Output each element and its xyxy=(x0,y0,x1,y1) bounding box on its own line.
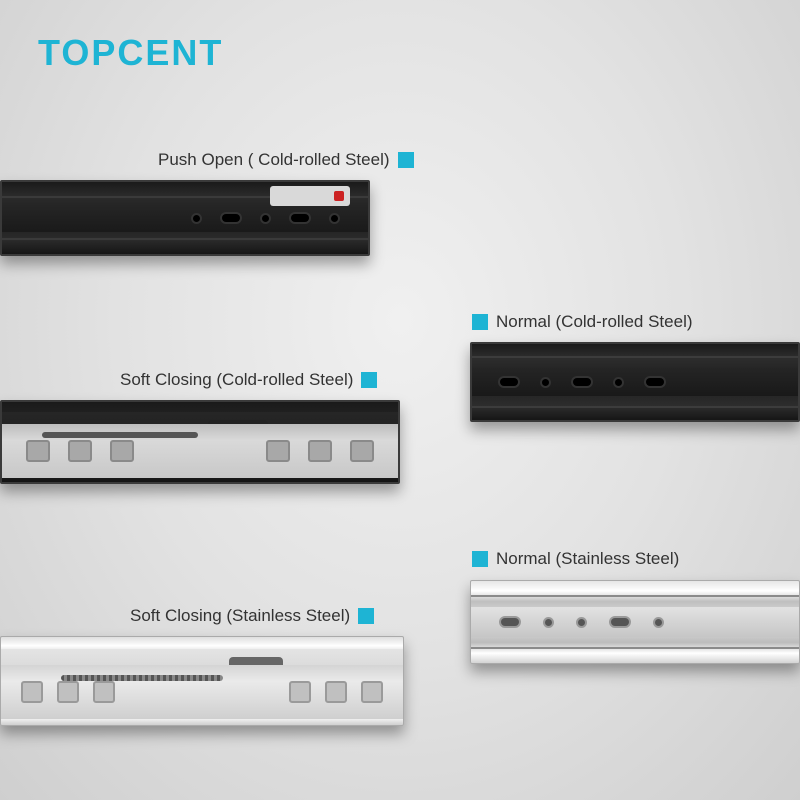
bullet-icon xyxy=(361,372,377,388)
product-normal-stainless xyxy=(470,580,800,664)
label-text: Soft Closing (Cold-rolled Steel) xyxy=(120,370,353,390)
label-text: Normal (Cold-rolled Steel) xyxy=(496,312,693,332)
bullet-icon xyxy=(398,152,414,168)
label-text: Normal (Stainless Steel) xyxy=(496,549,679,569)
label-normal-cold: Normal (Cold-rolled Steel) xyxy=(472,312,693,332)
bullet-icon xyxy=(472,314,488,330)
product-soft-stainless xyxy=(0,636,404,726)
label-text: Push Open ( Cold-rolled Steel) xyxy=(158,150,390,170)
label-push-open: Push Open ( Cold-rolled Steel) xyxy=(158,150,414,170)
label-normal-stainless: Normal (Stainless Steel) xyxy=(472,549,679,569)
label-soft-stainless: Soft Closing (Stainless Steel) xyxy=(130,606,374,626)
brand-logo: TOPCENT xyxy=(38,32,223,74)
product-push-open xyxy=(0,180,370,256)
label-text: Soft Closing (Stainless Steel) xyxy=(130,606,350,626)
bullet-icon xyxy=(358,608,374,624)
label-soft-cold: Soft Closing (Cold-rolled Steel) xyxy=(120,370,377,390)
product-normal-cold xyxy=(470,342,800,422)
bullet-icon xyxy=(472,551,488,567)
product-soft-cold xyxy=(0,400,400,484)
push-open-latch xyxy=(270,186,350,206)
